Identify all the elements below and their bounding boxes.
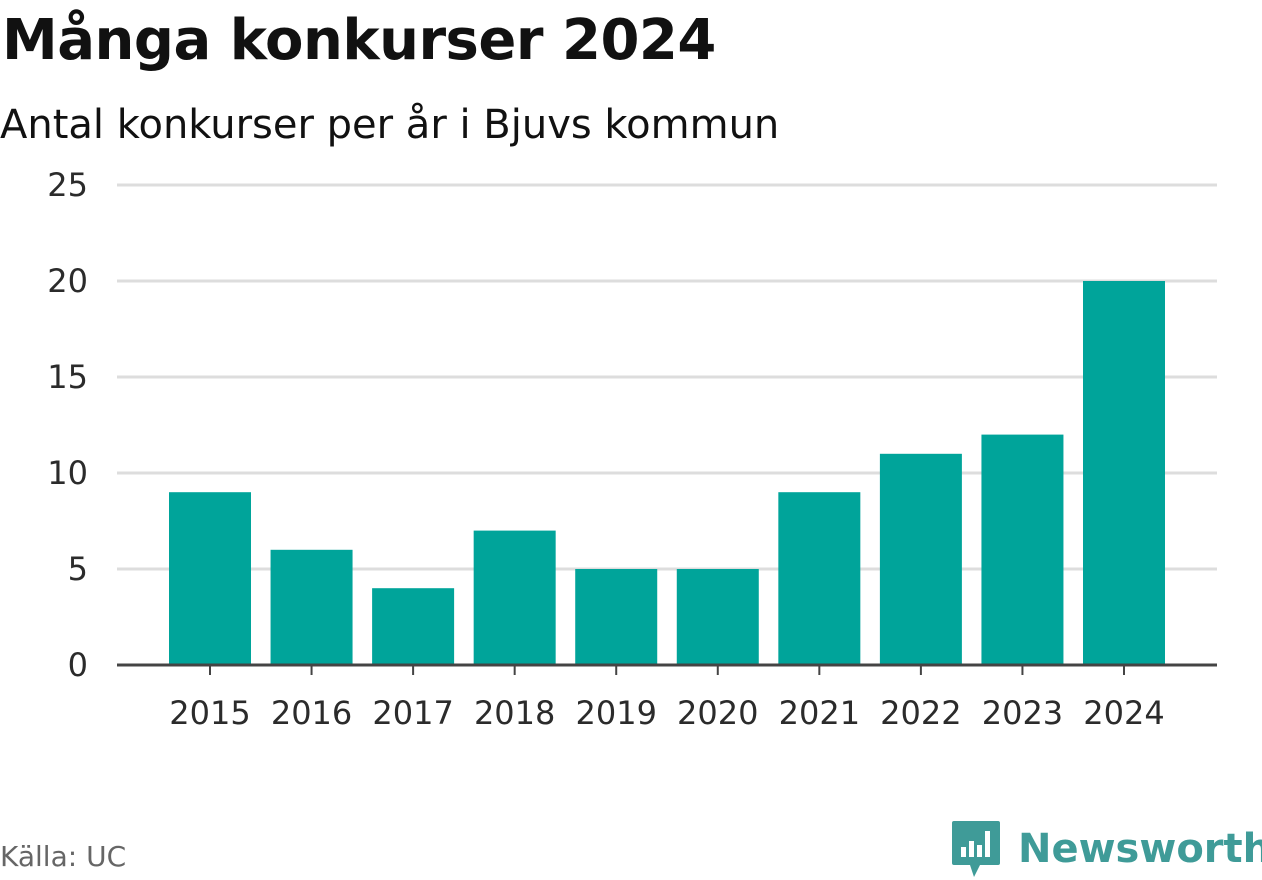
x-tick-label: 2016 xyxy=(271,694,352,732)
x-tick-label: 2023 xyxy=(982,694,1063,732)
bars xyxy=(169,281,1165,665)
bar-2021 xyxy=(778,492,861,665)
x-tick-label: 2021 xyxy=(779,694,860,732)
bar-2023 xyxy=(981,434,1064,665)
y-tick-labels: 0 5 10 15 20 25 xyxy=(47,166,88,684)
chart-title: Många konkurser 2024 xyxy=(2,8,716,73)
y-tick-label: 0 xyxy=(68,646,88,684)
x-tick-labels: 2015 2016 2017 2018 2019 2020 2021 2022 2023 2024 xyxy=(169,694,1164,732)
y-tick-label: 15 xyxy=(47,358,88,396)
y-tick-label: 10 xyxy=(47,454,88,492)
y-tick-label: 20 xyxy=(47,262,88,300)
source-note: Källa: UC xyxy=(0,840,127,873)
x-tick-label: 2018 xyxy=(474,694,555,732)
newsworthy-logo-icon xyxy=(952,821,1000,877)
x-tick-label: 2020 xyxy=(677,694,758,732)
bar-2018 xyxy=(473,530,556,665)
bar-2016 xyxy=(270,549,353,665)
x-tick-label: 2017 xyxy=(372,694,453,732)
x-axis xyxy=(117,663,1217,675)
x-tick-label: 2015 xyxy=(169,694,250,732)
bar-2015 xyxy=(169,492,251,665)
x-tick-label: 2019 xyxy=(576,694,657,732)
bar-2019 xyxy=(575,569,658,665)
chart-subtitle: Antal konkurser per år i Bjuvs kommun xyxy=(0,102,780,148)
x-tick-label: 2024 xyxy=(1083,694,1164,732)
brand-logo: Newsworthy xyxy=(950,818,1262,880)
bar-2020 xyxy=(676,569,759,665)
bar-2024 xyxy=(1083,281,1165,665)
y-tick-label: 25 xyxy=(47,166,88,204)
x-tick-label: 2022 xyxy=(880,694,961,732)
bar-2017 xyxy=(372,588,455,665)
bar-2022 xyxy=(879,453,962,665)
brand-name: Newsworthy xyxy=(1018,826,1262,872)
y-tick-label: 5 xyxy=(68,550,88,588)
